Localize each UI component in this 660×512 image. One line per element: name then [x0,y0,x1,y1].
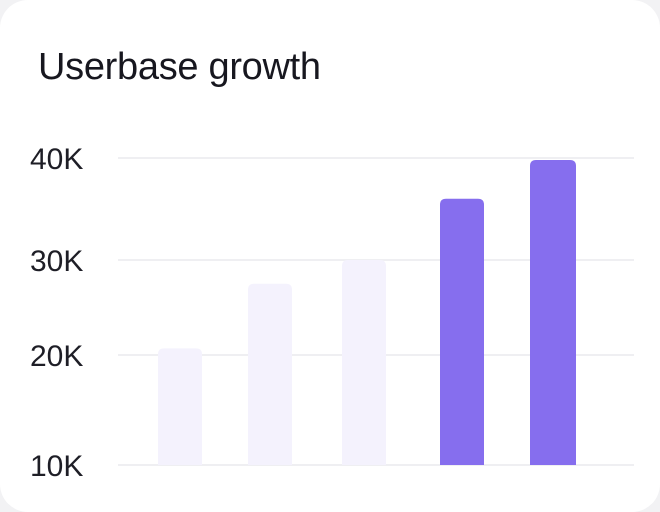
bar [342,260,386,465]
y-tick-label: 40K [30,143,83,176]
bar [248,283,292,465]
y-tick-label: 30K [30,245,83,278]
y-tick-label: 20K [30,340,83,373]
bar [530,160,576,466]
y-tick-label: 10K [30,450,83,483]
bar [158,348,202,465]
chart-title: Userbase growth [38,46,321,88]
bar [440,198,484,466]
